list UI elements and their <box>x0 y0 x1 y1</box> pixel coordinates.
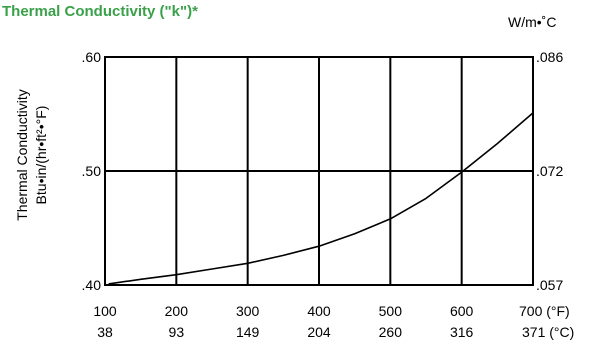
series-line <box>108 112 534 285</box>
x-tick-label-celsius: 260 <box>379 324 403 340</box>
x-tick-label-celsius: 149 <box>236 324 260 340</box>
y-tick-label-right: .086 <box>536 49 563 65</box>
x-tick-label-fahrenheit: 300 <box>236 303 260 319</box>
x-tick-label-fahrenheit: 500 <box>379 303 403 319</box>
x-tick-label-celsius: 204 <box>307 324 331 340</box>
y-tick-label-left: .40 <box>82 277 102 293</box>
x-tick-label-celsius: 371 (°C) <box>522 324 574 340</box>
right-y-tick-labels: .057 .072 .086 <box>536 49 563 293</box>
plot-border <box>104 56 534 286</box>
y-tick-label-left: .60 <box>82 49 102 65</box>
y-axis-label-line-2: Btu•in/(hr•ft²•°F) <box>33 106 49 205</box>
x-tick-label-celsius: 38 <box>97 324 113 340</box>
x-tick-labels-fahrenheit: 100 200 300 400 500 600 700 (°F) <box>93 303 569 319</box>
y-axis-label-line-1: Thermal Conductivity <box>14 89 30 221</box>
x-tick-label-fahrenheit: 600 <box>450 303 474 319</box>
x-tick-labels-celsius: 38 93 149 204 260 316 371 (°C) <box>97 324 574 340</box>
grid-lines <box>105 57 533 285</box>
data-series <box>108 112 534 285</box>
x-tick-label-fahrenheit: 100 <box>93 303 117 319</box>
x-tick-label-celsius: 316 <box>450 324 474 340</box>
x-tick-label-fahrenheit: 400 <box>307 303 331 319</box>
chart-title: Thermal Conductivity ("k")* <box>2 3 198 20</box>
y-tick-label-left: .50 <box>82 163 102 179</box>
x-tick-label-fahrenheit: 200 <box>165 303 189 319</box>
y-tick-label-right: .057 <box>536 277 563 293</box>
x-tick-label-celsius: 93 <box>169 324 185 340</box>
right-axis-unit: W/m•˚C <box>508 14 556 30</box>
plot-frame <box>104 56 534 286</box>
left-y-tick-labels: .40 .50 .60 <box>82 49 102 293</box>
x-tick-label-fahrenheit: 700 (°F) <box>519 303 570 319</box>
y-tick-label-right: .072 <box>536 163 563 179</box>
